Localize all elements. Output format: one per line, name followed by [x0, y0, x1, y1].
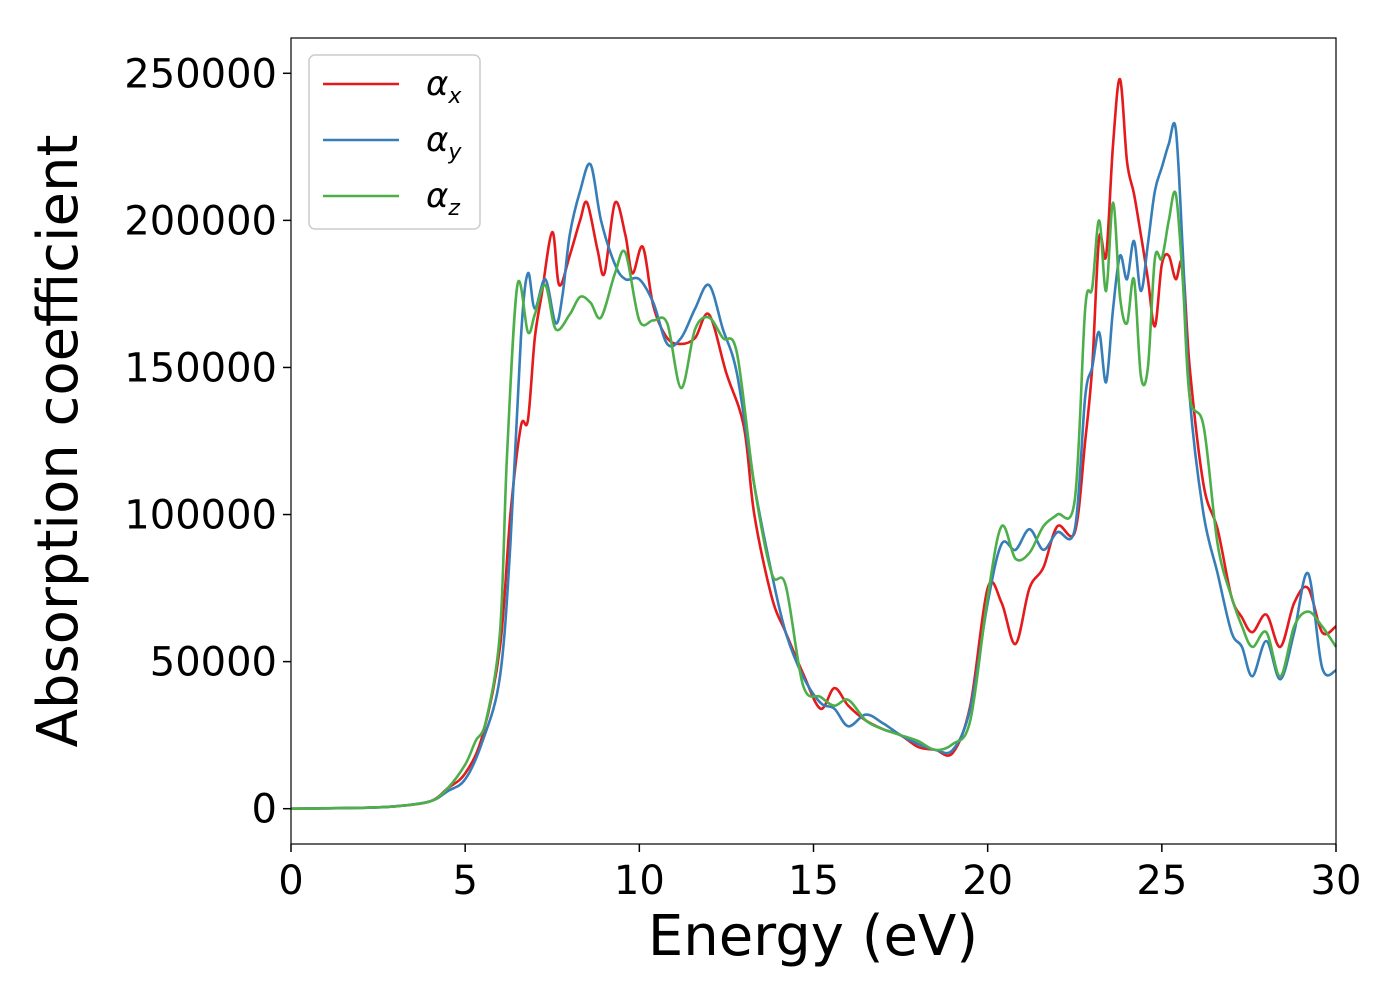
y-tick-label: 200000: [124, 198, 277, 244]
x-tick-label: 15: [788, 858, 839, 904]
series-lines: [290, 77, 1338, 810]
series-line-z: [290, 190, 1338, 810]
x-tick-label: 0: [278, 858, 303, 904]
y-axis: 0 50000 100000 150000 200000 250000: [124, 51, 291, 833]
x-tick-label: 10: [614, 858, 665, 904]
x-axis: 0 5 10 15 20 25 30: [278, 844, 1361, 904]
x-axis-title: Energy (eV): [648, 904, 978, 969]
y-tick-label: 250000: [124, 51, 277, 97]
y-axis-title: Absorption coefficient: [26, 135, 91, 748]
x-tick-label: 5: [452, 858, 477, 904]
y-tick-label: 100000: [124, 493, 277, 539]
legend-box: [308, 54, 481, 230]
y-tick-label: 50000: [150, 640, 277, 686]
y-tick-label: 150000: [124, 345, 277, 391]
x-tick-label: 30: [1311, 858, 1362, 904]
x-tick-label: 20: [962, 858, 1013, 904]
x-tick-label: 25: [1136, 858, 1187, 904]
y-tick-label: 0: [252, 787, 277, 833]
